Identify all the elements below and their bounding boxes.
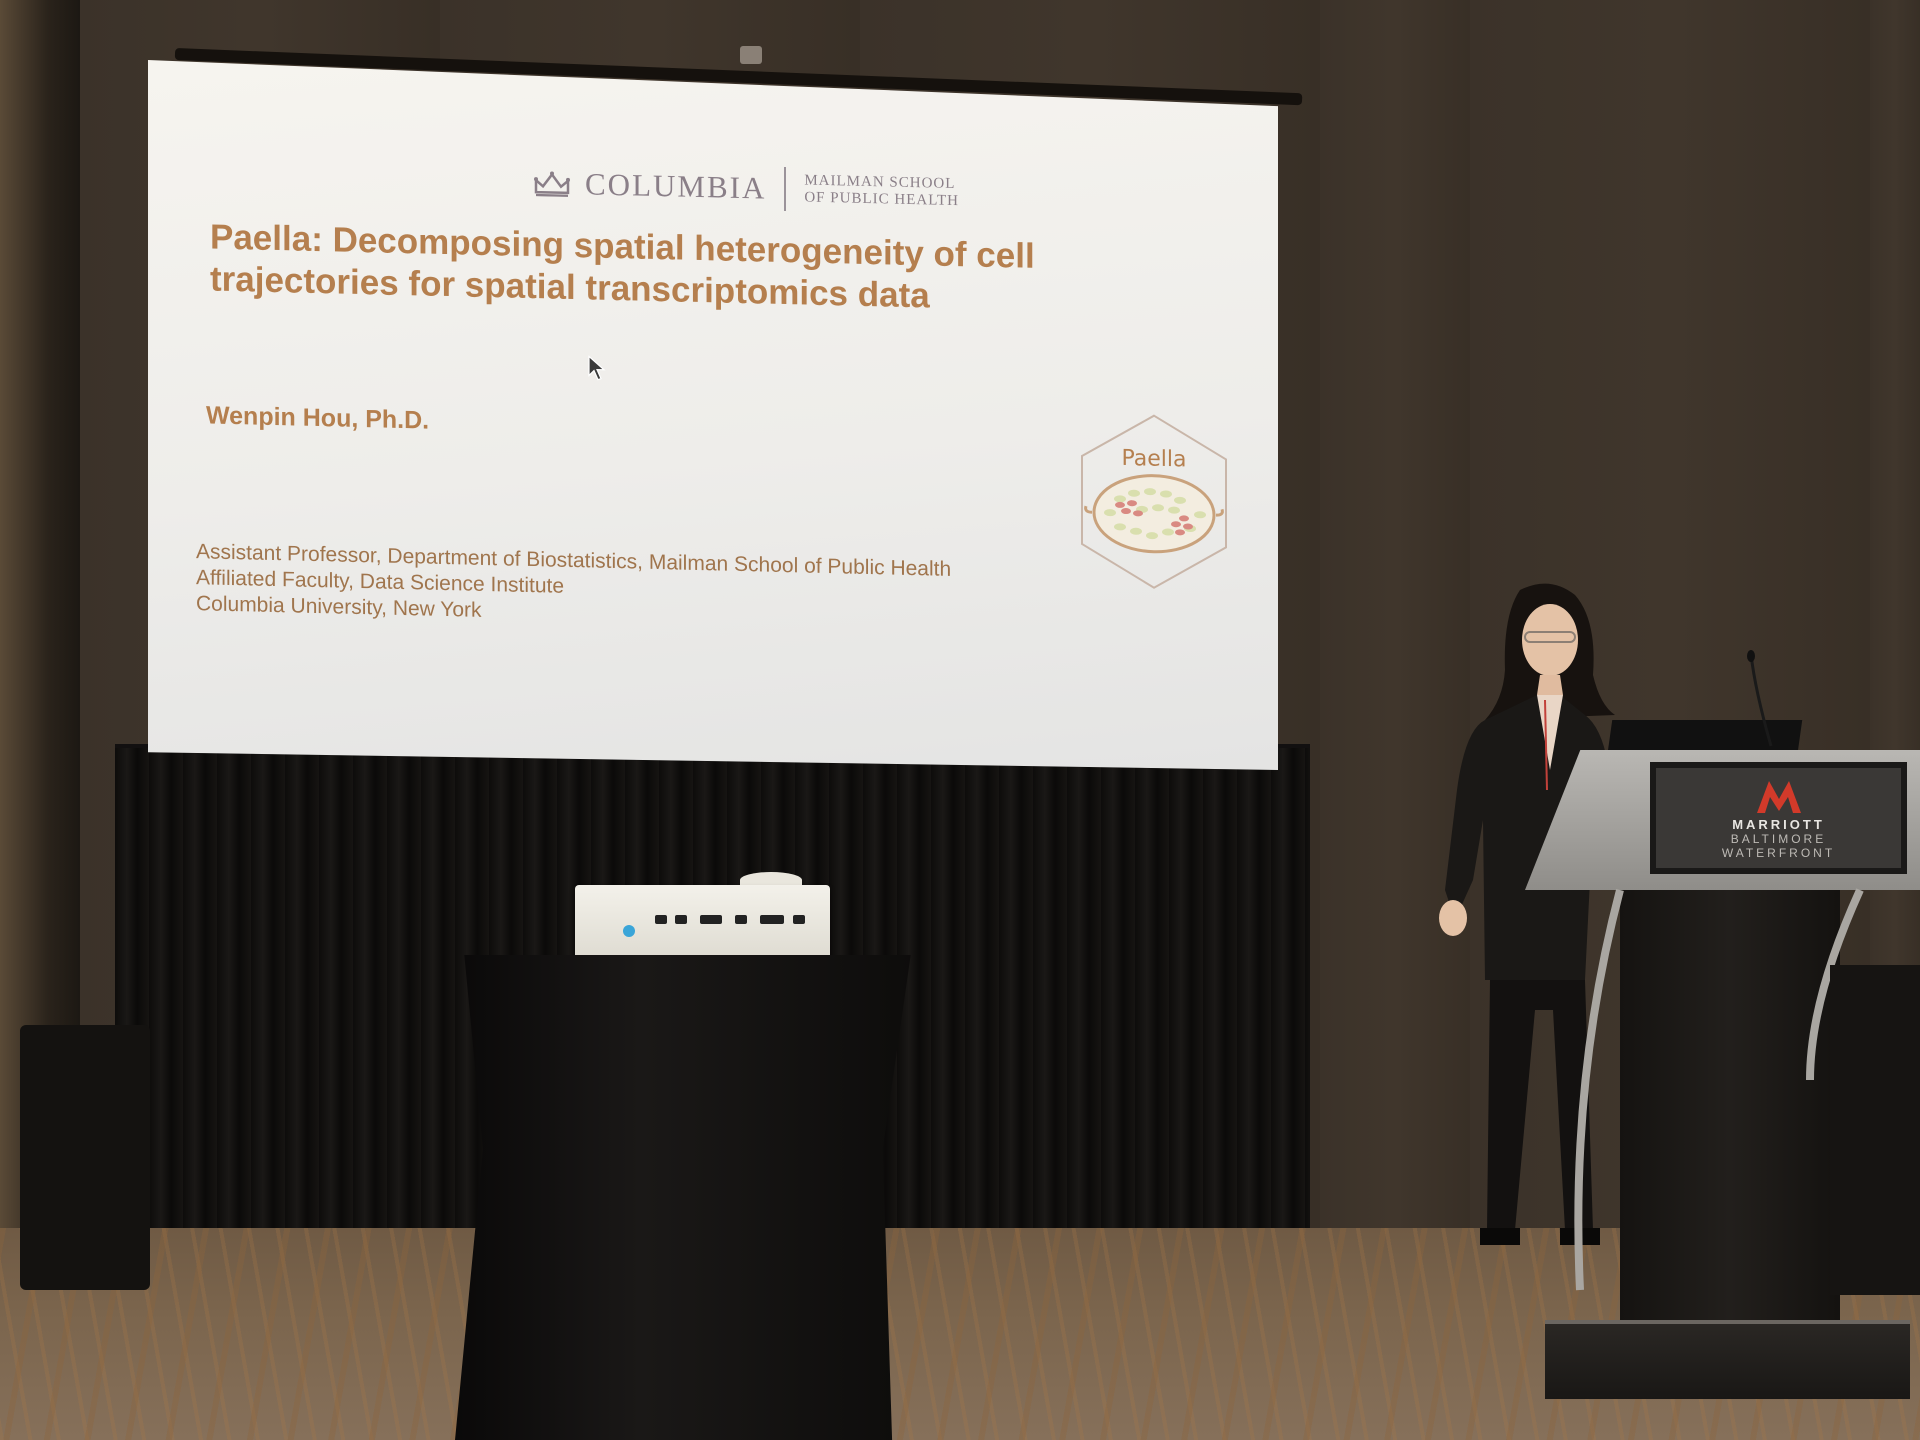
logo-wordmark: COLUMBIA <box>585 166 767 206</box>
podium-location: BALTIMORE WATERFRONT <box>1722 832 1835 860</box>
podium-location-line: BALTIMORE <box>1730 831 1827 846</box>
columbia-logo: COLUMBIA MAILMAN SCHOOL OF PUBLIC HEALTH <box>533 161 959 215</box>
projector-status-light <box>623 925 635 937</box>
projector-port <box>655 915 667 924</box>
equipment-case <box>20 1025 150 1290</box>
logo-subtitle-line: OF PUBLIC HEALTH <box>804 189 959 210</box>
mouse-cursor-icon <box>588 355 606 381</box>
logo-subtitle: MAILMAN SCHOOL OF PUBLIC HEALTH <box>804 172 959 210</box>
presenter-figure <box>1439 583 1615 1245</box>
microphone-icon <box>1747 650 1773 747</box>
slide-title: Paella: Decomposing spatial heterogeneit… <box>210 216 1210 324</box>
podium-brand: MARRIOTT <box>1732 816 1825 832</box>
podium-body <box>1620 890 1840 1335</box>
projector-cart <box>455 955 911 1440</box>
projector-port <box>700 915 722 924</box>
podium-base <box>1545 1320 1910 1399</box>
screen-hook <box>740 46 762 64</box>
projector-lens-housing <box>740 872 802 888</box>
projector <box>575 885 830 960</box>
presentation-slide: COLUMBIA MAILMAN SCHOOL OF PUBLIC HEALTH… <box>148 60 1278 770</box>
logo-divider <box>784 166 787 212</box>
wall-panel <box>1320 0 1472 1230</box>
slide-author: Wenpin Hou, Ph.D. <box>206 401 430 435</box>
projector-port <box>735 915 747 924</box>
podium-location-line: WATERFRONT <box>1721 845 1836 860</box>
paella-hexagon-logo: Paella <box>1081 414 1227 589</box>
projector-port <box>760 915 784 924</box>
podium-plaque: MARRIOTT BALTIMORE WATERFRONT <box>1650 762 1907 874</box>
projector-port <box>793 915 805 924</box>
marriott-logo-icon <box>1756 780 1801 813</box>
crown-icon <box>534 171 570 197</box>
side-table <box>1830 965 1920 1295</box>
projector-port <box>675 915 687 924</box>
projection-screen: COLUMBIA MAILMAN SCHOOL OF PUBLIC HEALTH… <box>148 60 1278 770</box>
paella-logo-label: Paella <box>1121 446 1186 473</box>
podium-support-arcs <box>1574 888 1864 1291</box>
slide-affiliations: Assistant Professor, Department of Biost… <box>196 539 1156 640</box>
